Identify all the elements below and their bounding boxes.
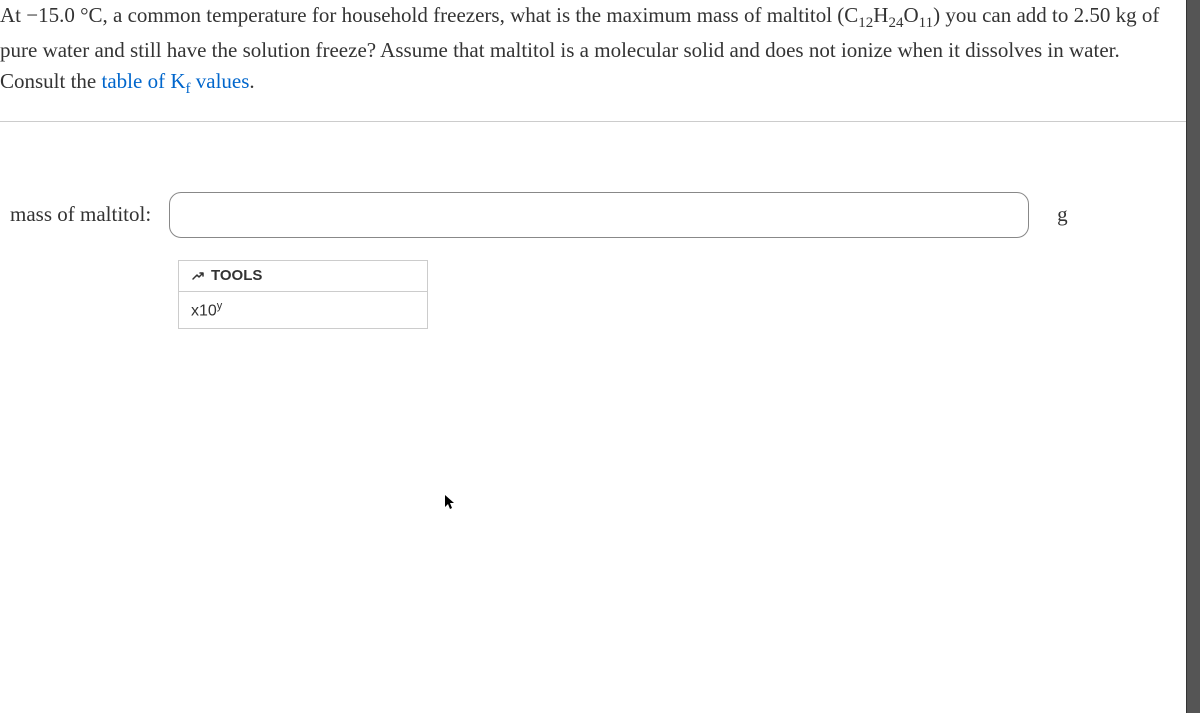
tools-icon (191, 267, 205, 285)
tool-button-sup: y (217, 300, 223, 312)
tools-header: TOOLS (178, 260, 428, 292)
scientific-notation-button[interactable]: x10y (178, 292, 428, 329)
tools-header-label: TOOLS (211, 267, 262, 284)
answer-label: mass of maltitol: (10, 202, 151, 227)
question-part2: H (873, 3, 888, 27)
question-text: At −15.0 °C, a common temperature for ho… (0, 0, 1190, 101)
question-part3: O (903, 3, 918, 27)
formula-sub1: 12 (858, 15, 873, 31)
formula-sub2: 24 (888, 15, 903, 31)
formula-sub3: 11 (919, 15, 933, 31)
kf-table-link[interactable]: table of Kf values (102, 69, 250, 93)
question-end: . (249, 69, 254, 93)
tool-button-base: x10 (191, 302, 217, 319)
question-container: At −15.0 °C, a common temperature for ho… (0, 0, 1200, 122)
answer-section: mass of maltitol: g (0, 192, 1200, 238)
question-part1: At −15.0 °C, a common temperature for ho… (0, 3, 858, 27)
mass-input[interactable] (169, 192, 1029, 238)
tools-section: TOOLS x10y (178, 260, 1200, 329)
cursor-icon (445, 495, 457, 516)
answer-unit: g (1057, 202, 1068, 227)
right-border-decoration (1186, 0, 1200, 713)
